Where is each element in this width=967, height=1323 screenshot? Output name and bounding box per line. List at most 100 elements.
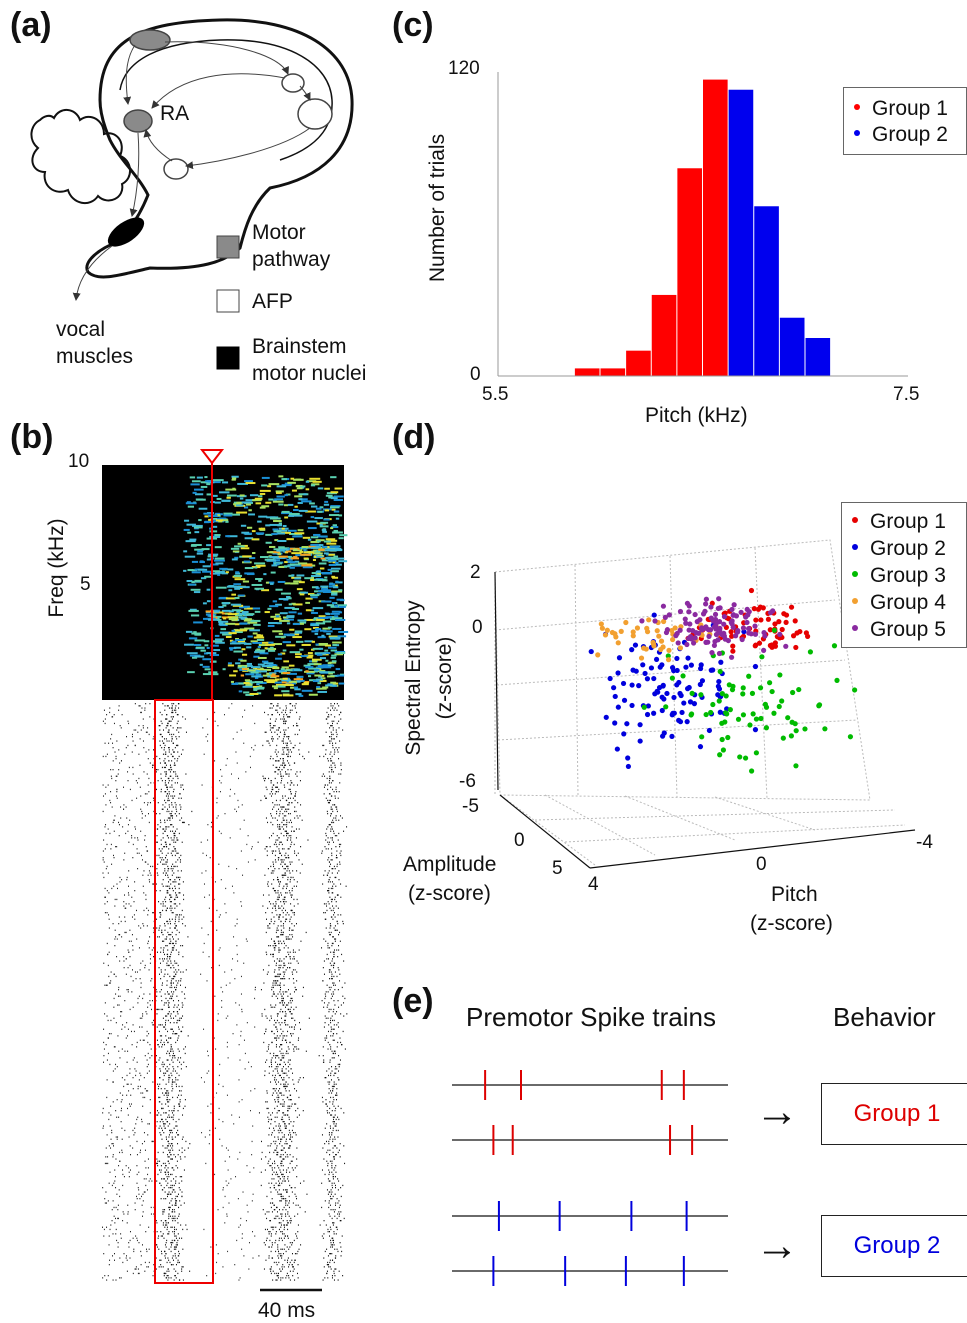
scatter-point-group5 xyxy=(735,628,741,634)
scatter-point-group2 xyxy=(629,647,635,653)
scatter-point-group1 xyxy=(781,611,787,617)
scatter-point-group2 xyxy=(624,721,630,727)
scatter-point-group3 xyxy=(771,710,777,716)
scatter-point-group1 xyxy=(729,633,735,639)
amp-label-2: (z-score) xyxy=(408,882,491,905)
scatter-point-group1 xyxy=(730,643,736,649)
scatter-point-group3 xyxy=(717,752,723,758)
scatter-legend: Group 1 Group 2 Group 3 Group 4 Group 5 xyxy=(841,502,967,648)
scatter-point-group2 xyxy=(688,662,694,668)
legend-motor-label-2: pathway xyxy=(252,248,331,271)
hist-bar-2-2 xyxy=(754,206,779,376)
scatter-point-group2 xyxy=(685,655,691,661)
scatter-point-group2 xyxy=(629,702,635,709)
scatter-point-group4 xyxy=(598,621,604,627)
scatter-point-group2 xyxy=(644,676,651,682)
scatter-point-group1 xyxy=(767,642,773,649)
scatter-point-group3 xyxy=(759,654,765,660)
scatter-point-group3 xyxy=(722,719,728,725)
scatter-point-group5 xyxy=(664,627,671,633)
scatter-point-group2 xyxy=(636,683,642,689)
scatter-point-group3 xyxy=(688,712,694,718)
scatter-point-group1 xyxy=(751,606,757,612)
scatter-point-group1 xyxy=(748,587,755,594)
scatter-point-group4 xyxy=(658,638,665,644)
legend-brainstem-label-2: motor nuclei xyxy=(252,362,367,385)
scatter-point-group5 xyxy=(711,642,718,649)
hist-bar-1-2 xyxy=(600,368,626,376)
hist-ytick-0: 0 xyxy=(470,364,481,385)
scatter-point-group5 xyxy=(729,606,735,613)
spike-raster xyxy=(102,703,348,1281)
scatter-point-group3 xyxy=(777,672,783,678)
legend-afp-swatch xyxy=(216,289,240,313)
scatter-point-group5 xyxy=(713,626,719,632)
scatter-point-group3 xyxy=(710,701,716,708)
scatter-point-group5 xyxy=(717,605,723,611)
scatter-point-group3 xyxy=(831,643,838,649)
scatter-point-group1 xyxy=(788,604,795,610)
hist-bar-1-4 xyxy=(651,294,677,376)
scatter-point-group2 xyxy=(718,659,724,665)
scatter-point-group1 xyxy=(790,633,797,639)
scatter-point-group1 xyxy=(756,640,763,646)
scatter-point-group4 xyxy=(613,634,619,640)
scatter-point-group4 xyxy=(656,633,662,639)
scatter-point-group5 xyxy=(675,640,681,646)
panel-e-label: (e) xyxy=(392,982,434,1020)
freq-tick-10: 10 xyxy=(68,451,90,472)
scatter-point-group3 xyxy=(807,649,814,655)
scatter-point-group3 xyxy=(723,693,729,699)
scatter-point-group2 xyxy=(683,664,689,670)
scatter-point-group3 xyxy=(779,698,785,704)
scatter-point-group2 xyxy=(614,746,620,752)
pitch-tick-minus4: -4 xyxy=(916,832,933,853)
scatter-point-group4 xyxy=(595,652,601,658)
scatter-point-group2 xyxy=(621,697,628,703)
scatter-point-group5 xyxy=(708,604,714,610)
scatter-point-group5 xyxy=(662,614,668,620)
scatter-point-group2 xyxy=(674,655,680,662)
hvc-nucleus xyxy=(129,29,171,51)
scatter-point-group3 xyxy=(822,726,828,732)
hist-legend-group2: Group 2 xyxy=(854,123,948,147)
scatter-point-group2 xyxy=(715,692,721,698)
scatter-point-group2 xyxy=(633,668,639,674)
scatter-point-group3 xyxy=(790,689,796,696)
scatter-point-group4 xyxy=(669,636,676,643)
ra-nucleus xyxy=(123,109,153,133)
hist-legend-group1: Group 1 xyxy=(854,97,948,121)
scatter-point-group2 xyxy=(654,689,660,695)
scatter-point-group2 xyxy=(611,685,617,691)
scatter-point-group4 xyxy=(623,619,629,626)
behavior-header: Behavior xyxy=(833,1002,936,1032)
scatter-point-group5 xyxy=(677,608,684,615)
hist-bar-1-3 xyxy=(626,350,651,376)
scatter-point-group4 xyxy=(602,632,609,638)
scatter-point-group2 xyxy=(620,680,627,687)
legend-brainstem-label: Brainstem xyxy=(252,335,347,358)
scatter-point-group4 xyxy=(599,625,605,631)
scatter-point-group1 xyxy=(767,627,773,633)
scatter-point-group5 xyxy=(721,614,728,620)
scatter-point-group2 xyxy=(637,722,643,728)
z-tick-2: 2 xyxy=(470,562,481,583)
scatter-point-group3 xyxy=(793,763,799,769)
scatter-point-group4 xyxy=(604,627,610,633)
scatter-point-group5 xyxy=(703,596,709,602)
arrow-group1-icon: → xyxy=(755,1087,799,1136)
scatter-point-group3 xyxy=(796,686,802,693)
scatter-point-group2 xyxy=(603,714,609,720)
scatter-point-group5 xyxy=(686,635,692,642)
scatter-point-group2 xyxy=(660,683,666,689)
scatter-point-group2 xyxy=(659,662,665,668)
scatter-legend-group4: Group 4 xyxy=(852,591,946,615)
scatter-point-group3 xyxy=(716,698,722,704)
pitch-histogram xyxy=(497,72,908,377)
scatter-point-group2 xyxy=(661,696,667,702)
scatter-point-group3 xyxy=(740,691,746,697)
scatter-point-group3 xyxy=(816,702,823,708)
scatter-point-group3 xyxy=(680,673,686,679)
scatter-point-group3 xyxy=(852,687,858,693)
scatter-point-group3 xyxy=(747,722,753,728)
